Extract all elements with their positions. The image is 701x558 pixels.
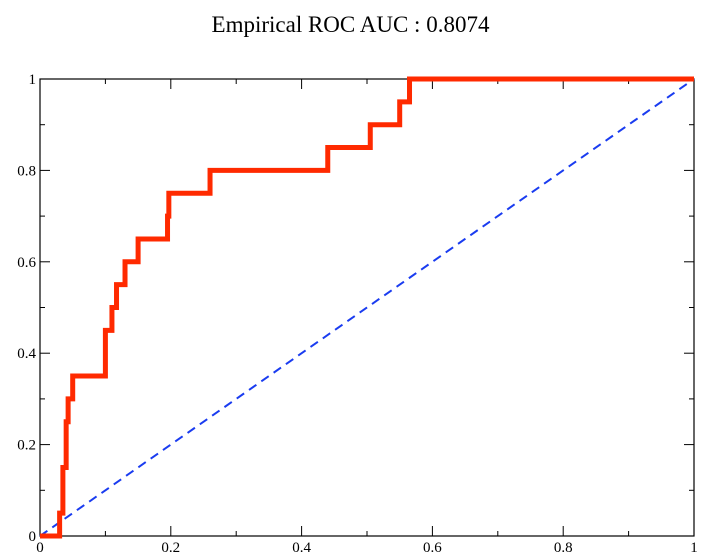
chart-title: Empirical ROC AUC : 0.8074 <box>211 12 490 37</box>
y-tick-label: 0.4 <box>17 346 36 362</box>
x-tick-label: 1 <box>690 540 698 556</box>
series-layer <box>39 76 695 539</box>
x-tick-label: 0.6 <box>423 540 442 556</box>
y-tick-label: 0.6 <box>17 255 36 271</box>
x-tick-label: 0.2 <box>161 540 180 556</box>
ticks-layer <box>39 78 695 537</box>
y-tick-label: 0.8 <box>17 163 36 179</box>
x-tick-label: 0.8 <box>554 540 573 556</box>
roc-curve-line <box>40 76 694 539</box>
x-tick-label: 0 <box>36 540 44 556</box>
chance-diagonal-line <box>39 78 695 537</box>
tick-labels-layer: 0 0.2 0.4 0.6 0.8 1 0 0.2 0.4 0.6 0.8 1 <box>17 72 698 556</box>
y-tick-label: 0.2 <box>17 438 36 454</box>
y-tick-label: 1 <box>29 72 37 88</box>
y-tick-label: 0 <box>29 529 37 545</box>
x-tick-label: 0.4 <box>292 540 311 556</box>
